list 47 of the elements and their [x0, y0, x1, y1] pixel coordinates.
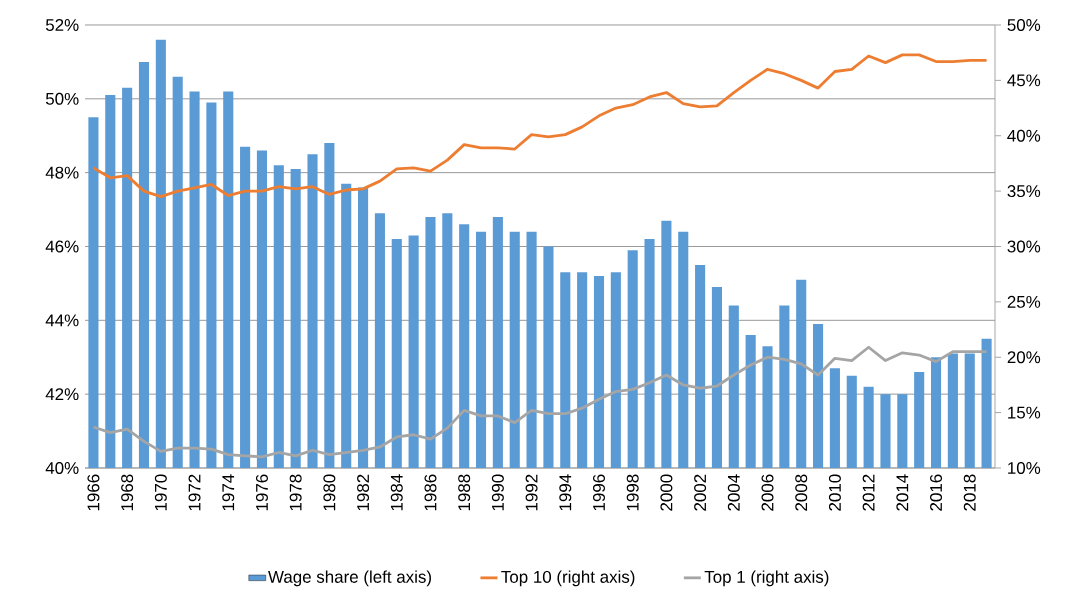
y-tick-label: 46%: [45, 240, 79, 253]
x-tick-label: 1988: [458, 474, 471, 511]
legend-label: Top 1 (right axis): [704, 570, 829, 587]
x-tick-label: 1976: [255, 474, 268, 511]
line-series: [92, 53, 988, 199]
x-tick-label: 2010: [828, 474, 841, 511]
y2-tick-label: 45%: [1007, 74, 1041, 87]
y-tick-label: 48%: [45, 166, 79, 179]
x-tick-label: 1998: [626, 474, 639, 511]
x-tick-label: 2002: [694, 474, 707, 511]
x-tick-label: 1980: [323, 474, 336, 511]
x-tick-label: 2008: [795, 474, 808, 511]
x-tick-label: 2000: [660, 474, 673, 511]
x-tick-label: 1974: [222, 474, 235, 511]
x-tick-label: 1990: [491, 474, 504, 511]
y2-tick-label: 30%: [1007, 240, 1041, 253]
y-tick-label: 42%: [45, 388, 79, 401]
y-tick-label: 40%: [45, 461, 79, 474]
x-tick-label: 1994: [559, 474, 572, 511]
x-tick-label: 1986: [424, 474, 437, 511]
x-tick-label: 2014: [896, 474, 909, 511]
x-tick-label: 2012: [862, 474, 875, 511]
x-tick-label: 1984: [390, 474, 403, 511]
legend-label: Wage share (left axis): [268, 570, 431, 587]
y2-tick-label: 50%: [1007, 18, 1041, 31]
y2-tick-label: 10%: [1008, 461, 1041, 474]
y2-tick-label: 25%: [1007, 295, 1041, 308]
x-tick-label: 2016: [930, 474, 943, 511]
x-tick-label: 2018: [963, 474, 976, 511]
x-tick-label: 1996: [592, 474, 605, 511]
y-tick-label: 52%: [45, 18, 79, 31]
x-tick-label: 2004: [727, 474, 740, 511]
y2-tick-label: 35%: [1007, 185, 1041, 198]
y2-tick-label: 15%: [1008, 406, 1041, 419]
x-tick-label: 1982: [357, 474, 370, 511]
y2-tick-label: 40%: [1007, 129, 1041, 142]
legend-label: Top 10 (right axis): [501, 570, 635, 587]
y2-tick-label: 20%: [1007, 351, 1041, 364]
y-tick-label: 50%: [45, 92, 79, 105]
x-tick-label: 2006: [761, 474, 774, 511]
y-tick-label: 44%: [45, 314, 79, 327]
x-tick-label: 1970: [154, 474, 167, 511]
x-tick-label: 1972: [188, 474, 201, 511]
x-tick-label: 1968: [121, 474, 134, 511]
x-tick-label: 1966: [87, 474, 100, 511]
x-tick-label: 1992: [525, 474, 538, 511]
x-tick-label: 1978: [289, 474, 302, 511]
